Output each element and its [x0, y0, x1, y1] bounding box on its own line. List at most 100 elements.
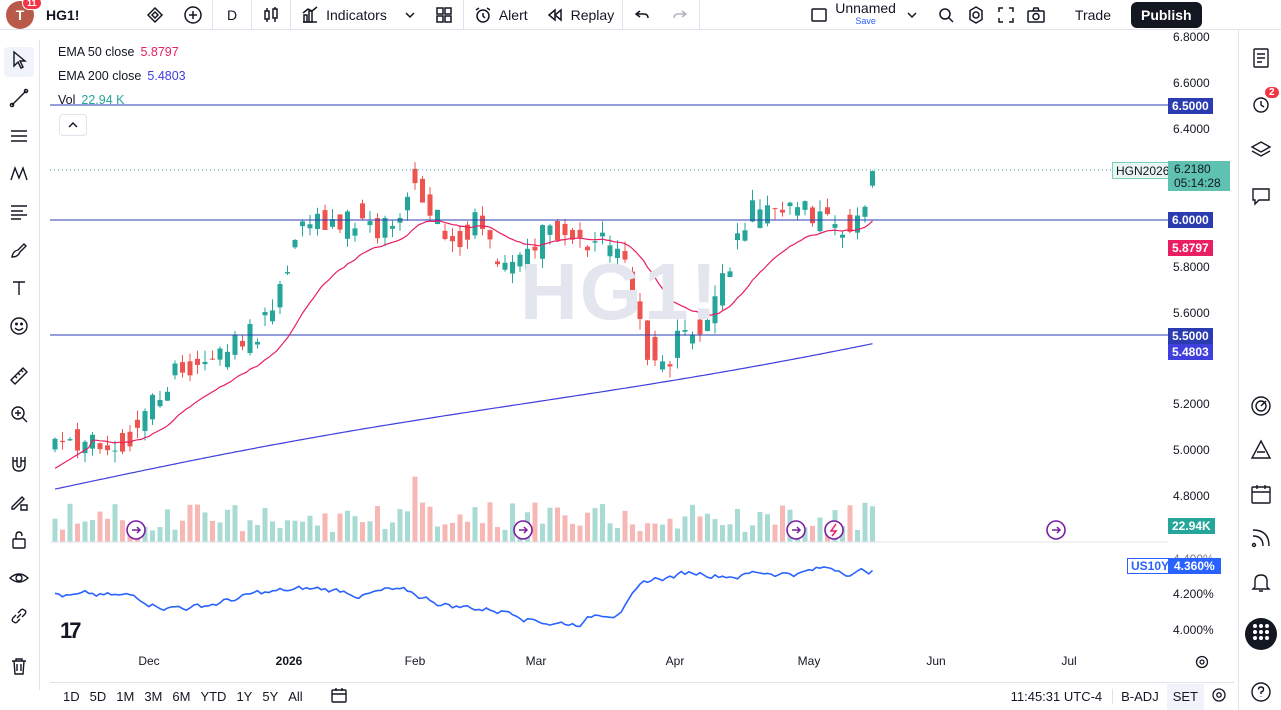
publish-button[interactable]: Publish — [1130, 1, 1202, 28]
clock-timezone[interactable]: 11:45:31 UTC-4 — [1010, 689, 1103, 704]
candle-body — [705, 319, 710, 332]
volume-legend[interactable]: Vol 22.94 K — [58, 93, 124, 107]
range-1d[interactable]: 1D — [63, 689, 80, 704]
range-ytd[interactable]: YTD — [200, 689, 227, 704]
candle-body — [60, 440, 65, 443]
back-adjust-toggle[interactable]: B-ADJ — [1112, 689, 1167, 704]
go-to-date-button[interactable] — [328, 686, 350, 708]
volume-bar — [390, 522, 395, 542]
range-6m[interactable]: 6M — [172, 689, 191, 704]
volume-bar — [705, 513, 710, 542]
brush-tool[interactable] — [4, 237, 34, 267]
volume-bar — [225, 509, 230, 542]
indicators-button[interactable]: Indicators — [291, 0, 395, 30]
lock-drawings-tool[interactable] — [4, 527, 34, 557]
chart-area[interactable]: HG1! EMA 50 close 5.8797 EMA 200 close 5… — [50, 30, 1234, 676]
notifications-button[interactable] — [1247, 570, 1275, 598]
symbol-search-button[interactable]: HG1! — [40, 0, 136, 30]
range-1y[interactable]: 1Y — [236, 689, 253, 704]
chart-settings-button[interactable] — [1204, 683, 1234, 710]
products-button[interactable] — [1245, 618, 1277, 650]
zoom-tool[interactable] — [4, 401, 34, 431]
session-toggle[interactable]: SET — [1166, 683, 1204, 710]
tradingview-logo[interactable]: 17 — [60, 618, 82, 643]
ema50-legend[interactable]: EMA 50 close 5.8797 — [58, 45, 179, 59]
ema50-line — [54, 220, 873, 469]
event-marker-4 — [1046, 520, 1066, 540]
pattern-tool[interactable] — [4, 161, 34, 191]
horizontal-lines-tool[interactable] — [4, 123, 34, 153]
replay-button[interactable]: Replay — [536, 0, 624, 30]
drawing-toolbar — [0, 40, 40, 690]
fullscreen-button[interactable] — [991, 0, 1021, 30]
magnet-tool[interactable] — [4, 451, 34, 481]
range-all[interactable]: All — [288, 689, 303, 704]
layout-save-hint: Save — [855, 15, 876, 26]
chats-button[interactable] — [1247, 184, 1275, 212]
stay-in-drawing-mode-tool[interactable] — [4, 489, 34, 519]
redo-button[interactable] — [661, 0, 701, 30]
quick-search-button[interactable] — [931, 0, 961, 30]
candle-body — [232, 335, 238, 355]
range-5y[interactable]: 5Y — [262, 689, 279, 704]
calendar-button[interactable] — [1247, 482, 1275, 510]
object-tree-button[interactable] — [1247, 138, 1275, 166]
compare-button[interactable] — [174, 0, 213, 30]
technicals-button[interactable] — [1247, 394, 1275, 422]
snapshot-button[interactable] — [1021, 0, 1051, 30]
alerts-button[interactable]: 2 — [1247, 86, 1280, 120]
volume-bar — [270, 521, 275, 542]
volume-legend-label: Vol — [58, 93, 76, 107]
collapse-legend-button[interactable] — [59, 114, 87, 136]
undo-button[interactable] — [623, 0, 661, 30]
candle-body — [585, 246, 590, 251]
indicator-templates-button[interactable] — [395, 0, 425, 30]
volume-bar — [757, 511, 763, 542]
link-tool[interactable] — [4, 603, 34, 633]
volume-bar — [435, 526, 440, 542]
volume-bar — [495, 527, 500, 542]
fib-tool[interactable] — [4, 199, 34, 229]
volume-bar — [210, 520, 215, 542]
range-1m[interactable]: 1M — [116, 689, 135, 704]
layout-menu-button[interactable]: Unnamed Save — [800, 0, 931, 30]
news-stream-button[interactable] — [1247, 526, 1275, 554]
measure-tool[interactable] — [4, 363, 34, 393]
range-5d[interactable]: 5D — [89, 689, 107, 704]
trend-line-tool[interactable] — [4, 85, 34, 115]
cursor-tool[interactable] — [4, 47, 34, 77]
layout-grid-button[interactable] — [425, 0, 464, 30]
candle-body — [517, 254, 523, 267]
layers-icon — [1249, 138, 1273, 167]
volume-bar — [765, 514, 770, 542]
ideas-button[interactable] — [1247, 438, 1275, 466]
bell-icon — [1249, 570, 1273, 599]
us10y-value-badge: 4.360% — [1168, 558, 1221, 574]
hide-drawings-tool[interactable] — [4, 565, 34, 595]
ema200-legend[interactable]: EMA 200 close 5.4803 — [58, 69, 186, 83]
candle-body — [345, 211, 350, 239]
interval-button[interactable]: D — [213, 0, 253, 30]
candles — [52, 162, 875, 463]
settings-button[interactable] — [961, 0, 991, 30]
watchlist-button[interactable] — [1247, 46, 1275, 74]
candle-body — [840, 234, 845, 238]
chart-type-button[interactable] — [252, 0, 292, 30]
help-button[interactable] — [1247, 680, 1275, 708]
candle-body — [502, 262, 508, 270]
user-avatar[interactable]: T 11 — [6, 0, 42, 29]
emoji-tool[interactable] — [4, 313, 34, 343]
add-symbol-button[interactable] — [136, 0, 174, 30]
volume-bar — [780, 505, 785, 542]
remove-drawings-tool[interactable] — [4, 653, 34, 683]
time-axis-settings-button[interactable] — [1194, 654, 1210, 670]
trend-line-icon — [8, 87, 30, 114]
price-chart-canvas[interactable] — [50, 36, 1234, 676]
candle-body — [637, 301, 643, 319]
trade-button[interactable]: Trade — [1063, 0, 1123, 30]
text-tool[interactable] — [4, 275, 34, 305]
alert-button[interactable]: Alert — [464, 0, 536, 30]
redo-icon — [669, 4, 691, 26]
volume-bar — [652, 523, 658, 542]
range-3m[interactable]: 3M — [144, 689, 163, 704]
